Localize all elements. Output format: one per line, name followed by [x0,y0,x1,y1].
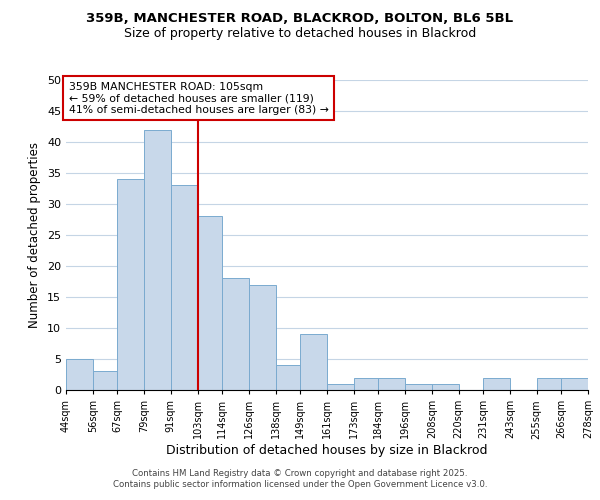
Text: Size of property relative to detached houses in Blackrod: Size of property relative to detached ho… [124,28,476,40]
Bar [118,179,144,390]
Bar [561,378,588,390]
Y-axis label: Number of detached properties: Number of detached properties [28,142,41,328]
Bar [536,378,561,390]
Bar [432,384,458,390]
Bar [171,186,197,390]
Bar [249,284,275,390]
X-axis label: Distribution of detached houses by size in Blackrod: Distribution of detached houses by size … [166,444,488,457]
Text: Contains HM Land Registry data © Crown copyright and database right 2025.: Contains HM Land Registry data © Crown c… [132,468,468,477]
Bar [93,372,118,390]
Bar [483,378,510,390]
Bar [275,365,300,390]
Bar [405,384,432,390]
Bar [300,334,327,390]
Text: 359B, MANCHESTER ROAD, BLACKROD, BOLTON, BL6 5BL: 359B, MANCHESTER ROAD, BLACKROD, BOLTON,… [86,12,514,26]
Bar [379,378,405,390]
Text: Contains public sector information licensed under the Open Government Licence v3: Contains public sector information licen… [113,480,487,489]
Bar [327,384,354,390]
Bar [222,278,249,390]
Text: 359B MANCHESTER ROAD: 105sqm
← 59% of detached houses are smaller (119)
41% of s: 359B MANCHESTER ROAD: 105sqm ← 59% of de… [68,82,328,115]
Bar [354,378,379,390]
Bar [66,359,93,390]
Bar [197,216,222,390]
Bar [144,130,171,390]
